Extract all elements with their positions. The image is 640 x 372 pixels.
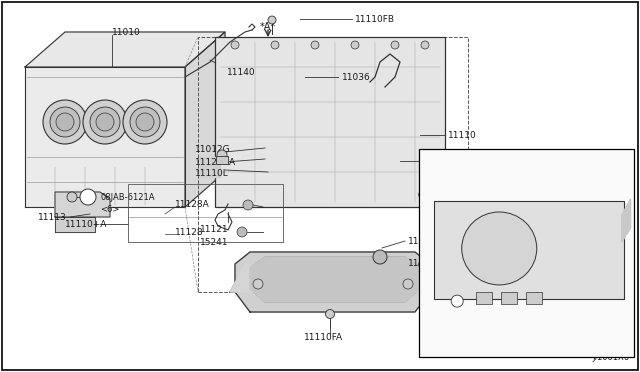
Ellipse shape [83,100,127,144]
Bar [198,37,468,292]
Ellipse shape [56,113,74,131]
Text: FRONT: FRONT [510,240,543,250]
Polygon shape [621,199,630,243]
Text: 11113: 11113 [38,212,67,221]
Circle shape [237,227,247,237]
Ellipse shape [50,107,80,137]
Bar [128,184,283,242]
Text: B: B [455,299,460,304]
Text: C: C [418,191,423,200]
Circle shape [421,41,429,49]
Text: 11036: 11036 [342,73,371,81]
Text: 11128AA: 11128AA [195,157,236,167]
Polygon shape [235,252,430,312]
Bar [434,201,623,299]
Text: 11121+A: 11121+A [422,157,464,166]
Circle shape [67,192,77,202]
Ellipse shape [461,212,537,285]
Circle shape [311,41,319,49]
Ellipse shape [123,100,167,144]
Text: 08120-8251E: 08120-8251E [465,296,516,306]
Polygon shape [250,257,420,302]
Text: 11110FB: 11110FB [355,15,395,23]
Text: B: B [85,192,91,202]
Text: VIEW 'A': VIEW 'A' [428,154,465,163]
Text: A: A [547,301,552,307]
Text: 11140: 11140 [227,67,255,77]
Text: C: C [630,191,635,200]
Circle shape [403,279,413,289]
Polygon shape [200,157,220,177]
Text: 11110FC: 11110FC [408,237,448,246]
Text: 11110+A: 11110+A [65,219,108,228]
Polygon shape [55,217,95,232]
Circle shape [451,295,463,307]
Circle shape [373,250,387,264]
Text: A: A [547,166,552,172]
Text: 11251N: 11251N [493,244,529,253]
Text: A----: A---- [429,296,445,306]
Circle shape [271,41,279,49]
Text: 11110: 11110 [448,131,477,140]
Text: 11121: 11121 [200,224,228,234]
Text: C---- 11110F: C---- 11110F [429,322,476,331]
Circle shape [351,41,359,49]
Ellipse shape [90,107,120,137]
Text: 11010: 11010 [112,28,141,36]
Text: A: A [482,301,486,307]
Polygon shape [230,264,430,292]
Polygon shape [185,32,225,207]
Polygon shape [430,162,485,227]
Bar [526,292,542,304]
Text: B: B [418,199,423,208]
Circle shape [243,200,253,210]
Text: 11012G: 11012G [195,144,230,154]
Text: A: A [482,166,486,172]
Ellipse shape [136,113,154,131]
Polygon shape [25,32,225,67]
Text: A: A [462,166,467,172]
Text: A: A [502,166,507,172]
Text: C: C [418,261,423,270]
Circle shape [268,16,276,24]
Text: <6>: <6> [100,205,120,214]
Text: A: A [502,301,507,307]
Text: *A*: *A* [260,22,276,32]
Circle shape [326,310,335,318]
Text: 11128A: 11128A [175,199,210,208]
Text: 11110FA: 11110FA [304,333,343,341]
Bar [216,156,228,164]
Text: B......11110B: B......11110B [534,296,582,306]
Ellipse shape [96,113,114,131]
Text: 15241: 15241 [200,237,228,247]
Bar [419,149,634,357]
Polygon shape [55,192,110,217]
Text: A: A [527,166,532,172]
Circle shape [253,279,263,289]
Circle shape [391,41,399,49]
Text: A: A [527,301,532,307]
Text: (8): (8) [465,310,476,319]
Text: B: B [630,199,635,208]
Bar [501,292,517,304]
Bar [215,37,445,207]
Text: C: C [630,261,635,270]
Ellipse shape [43,100,87,144]
Text: 11128: 11128 [175,228,204,237]
Text: 11110E: 11110E [430,278,465,286]
Text: JI1001X6: JI1001X6 [593,353,630,362]
Text: A: A [462,301,467,307]
Circle shape [217,150,227,160]
Ellipse shape [130,107,160,137]
Text: 08JAB-6121A: 08JAB-6121A [100,192,154,202]
Circle shape [231,41,239,49]
Text: 11110L: 11110L [195,169,228,177]
Polygon shape [25,67,185,207]
Text: 11121Z: 11121Z [408,260,443,269]
Bar [476,292,492,304]
Circle shape [80,189,96,205]
